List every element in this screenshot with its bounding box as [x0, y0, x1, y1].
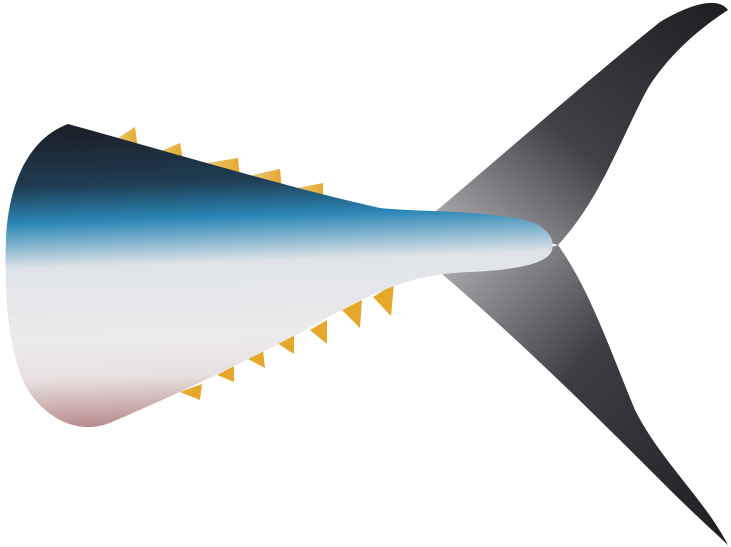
- lower-tail-lobe: [435, 245, 728, 545]
- ventral-finlet: [277, 335, 294, 354]
- upper-tail-lobe: [435, 2, 728, 245]
- fish-body: [5, 124, 553, 428]
- ventral-finlets: [180, 284, 394, 400]
- ventral-finlet: [342, 300, 362, 328]
- ventral-finlet: [180, 384, 202, 400]
- ventral-finlet: [217, 366, 234, 382]
- ventral-finlet: [373, 284, 394, 316]
- ventral-finlet: [310, 320, 327, 344]
- ventral-finlet: [246, 350, 265, 368]
